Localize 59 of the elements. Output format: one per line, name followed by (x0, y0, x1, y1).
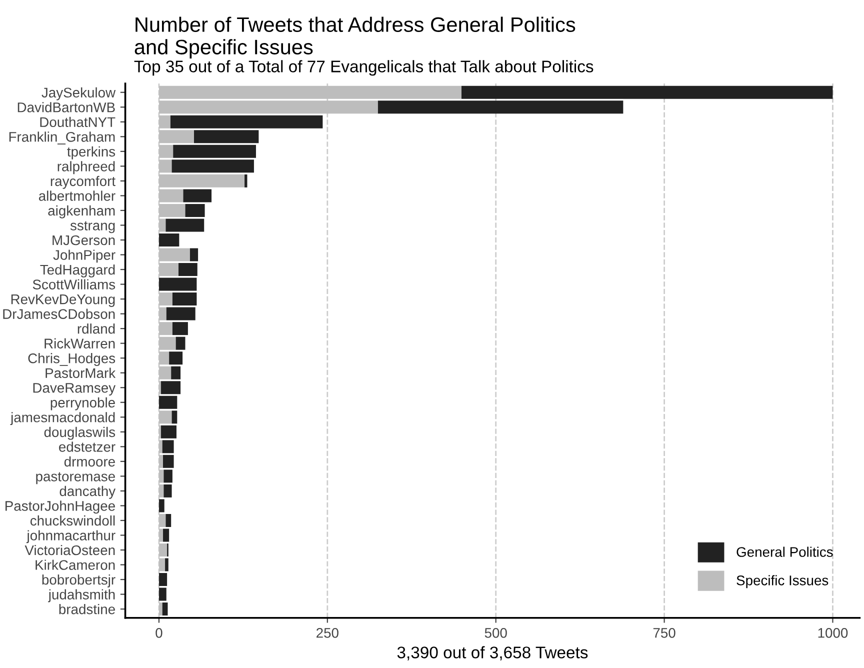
x-tick-label: 1000 (818, 628, 848, 638)
legend-label: General Politics (736, 546, 833, 557)
y-tick-label: johnmacarthur (26, 530, 116, 544)
y-tick-label: rdland (78, 324, 115, 334)
y-tick-label: ScottWilliams (32, 279, 116, 290)
bar (158, 410, 172, 424)
y-tick-label: bobrobertsjr (42, 574, 116, 588)
bar (178, 263, 198, 276)
y-tick-label: VictoriaOsteen (24, 544, 115, 556)
y-tick-label: KirkCameron (36, 560, 115, 570)
y-tick-label: DaveRamsey (33, 383, 116, 396)
y-tick-label: tperkins (67, 146, 116, 160)
chart-subtitle: Top 35 out of a Total of 77 Evangelicals that Talk about Politics (134, 60, 594, 76)
bar (158, 292, 172, 306)
bar (158, 602, 162, 616)
bar (244, 174, 248, 188)
y-tick-label: jamesmacdonald (10, 412, 115, 426)
y-tick-label: DouthatNYT (40, 116, 116, 128)
y-tick-label: dancathy (60, 486, 116, 499)
y-tick-label: sstrang (70, 221, 115, 234)
y-tick-label: PastorMark (46, 368, 116, 378)
y-tick-label: ralphreed (58, 161, 115, 174)
x-tick-label: 0 (156, 628, 162, 638)
chart-title: Number of Tweets that Address General Politics and Specific Issues (134, 16, 576, 59)
bar (190, 248, 198, 262)
y-tick-label: Franklin_Graham (9, 132, 115, 144)
y-tick-label: douglaswils (44, 426, 116, 440)
y-tick-label: JaySekulow (42, 87, 116, 100)
y-tick-label: DavidBartonWB (18, 102, 115, 112)
y-tick-label: MJGerson (52, 235, 115, 246)
bar (158, 543, 168, 556)
y-tick-label: raycomfort (50, 176, 116, 189)
bar (158, 484, 164, 498)
x-tick-label: 750 (653, 628, 676, 638)
bar (158, 558, 166, 572)
x-axis-title: 3,390 out of 3,658 Tweets (397, 646, 588, 660)
y-tick-label: RevKevDeYoung (11, 294, 115, 307)
y-tick-label: TedHaggard (40, 264, 115, 278)
x-tick-label: 500 (484, 628, 507, 638)
y-tick-label: chuckswindoll (30, 515, 115, 526)
y-tick-label: JohnPiper (53, 250, 116, 263)
y-tick-label: RickWarren (44, 338, 115, 348)
y-tick-label: PastorJohnHagee (6, 500, 115, 514)
y-tick-label: albertmohler (38, 190, 116, 201)
y-tick-label: Chris_Hodges (28, 353, 116, 366)
bar (158, 233, 180, 246)
bar (158, 248, 190, 262)
x-tick-label: 250 (316, 628, 338, 638)
y-tick-label: judahsmith (48, 589, 115, 602)
y-tick-label: bradstine (59, 604, 115, 614)
bar (183, 189, 212, 202)
y-tick-label: drmoore (64, 456, 115, 467)
y-tick-label: aigkenham (48, 205, 115, 218)
legend-label: Specific Issues (736, 575, 828, 588)
y-tick-label: edstetzer (59, 442, 116, 452)
y-tick-label: DrJamesCDobson (3, 308, 115, 319)
y-tick-label: perrynoble (50, 397, 115, 410)
y-tick-label: pastoremase (36, 472, 115, 484)
bar (158, 263, 179, 276)
